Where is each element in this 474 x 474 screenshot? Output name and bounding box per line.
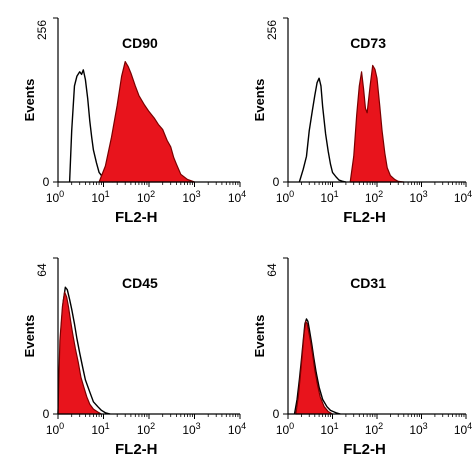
x-tick-label: 104	[228, 421, 246, 437]
y-tick-label-max: 256	[35, 20, 49, 40]
x-tick-label: 100	[46, 421, 64, 437]
x-axis-label: FL2-H	[115, 209, 158, 226]
y-tick-label-min: 0	[43, 407, 50, 421]
panel-title: CD90	[122, 35, 158, 51]
control-histogram-outline	[57, 286, 111, 415]
x-tick-label: 103	[409, 189, 427, 205]
y-tick-label-min: 0	[273, 407, 280, 421]
x-tick-label: 104	[454, 189, 472, 205]
panel-title: CD45	[122, 275, 158, 291]
x-tick-label: 101	[320, 421, 338, 437]
x-tick-label: 103	[182, 189, 200, 205]
y-axis-label: Events	[252, 315, 267, 358]
x-tick-label: 102	[365, 421, 383, 437]
histogram-panel-cd90: 100 101 102 103 104 0 256 Events FL2-H CD90	[22, 17, 246, 226]
y-axis-label: Events	[252, 79, 267, 122]
x-tick-label: 102	[137, 421, 155, 437]
x-axis-label: FL2-H	[343, 209, 386, 226]
x-tick-label: 103	[409, 421, 427, 437]
x-tick-label: 103	[182, 421, 200, 437]
y-tick-label-max: 256	[265, 20, 279, 40]
x-axis-label: FL2-H	[343, 441, 386, 458]
x-tick-label: 104	[454, 421, 472, 437]
y-tick-label-max: 64	[35, 263, 49, 277]
y-tick-label-max: 64	[265, 263, 279, 277]
x-tick-label: 101	[91, 421, 109, 437]
control-histogram-outline	[298, 77, 347, 183]
filled-histogram	[295, 320, 334, 415]
x-tick-label: 100	[276, 421, 294, 437]
x-tick-label: 101	[91, 189, 109, 205]
x-tick-label: 101	[320, 189, 338, 205]
histogram-panel-cd73: 100 101 102 103 104 0 256 Events FL2-H CD73	[252, 17, 472, 226]
x-axis-label: FL2-H	[115, 441, 158, 458]
x-tick-label: 104	[228, 189, 246, 205]
filled-histogram	[57, 291, 103, 415]
y-axis-label: Events	[22, 79, 37, 122]
y-tick-label-min: 0	[273, 175, 280, 189]
x-tick-label: 102	[137, 189, 155, 205]
panel-title: CD31	[350, 275, 386, 291]
y-axis-label: Events	[22, 315, 37, 358]
control-histogram-outline	[68, 69, 113, 183]
x-tick-label: 100	[46, 189, 64, 205]
filled-histogram	[98, 60, 196, 183]
filled-histogram	[349, 64, 405, 183]
histogram-panel-cd45: 100 101 102 103 104 0 64 Events FL2-H CD45	[22, 257, 246, 458]
panel-title: CD73	[350, 35, 386, 51]
histogram-panel-cd31: 100 101 102 103 104 0 64 Events FL2-H CD31	[252, 257, 472, 458]
y-tick-label-min: 0	[43, 175, 50, 189]
x-tick-label: 100	[276, 189, 294, 205]
x-tick-label: 102	[365, 189, 383, 205]
